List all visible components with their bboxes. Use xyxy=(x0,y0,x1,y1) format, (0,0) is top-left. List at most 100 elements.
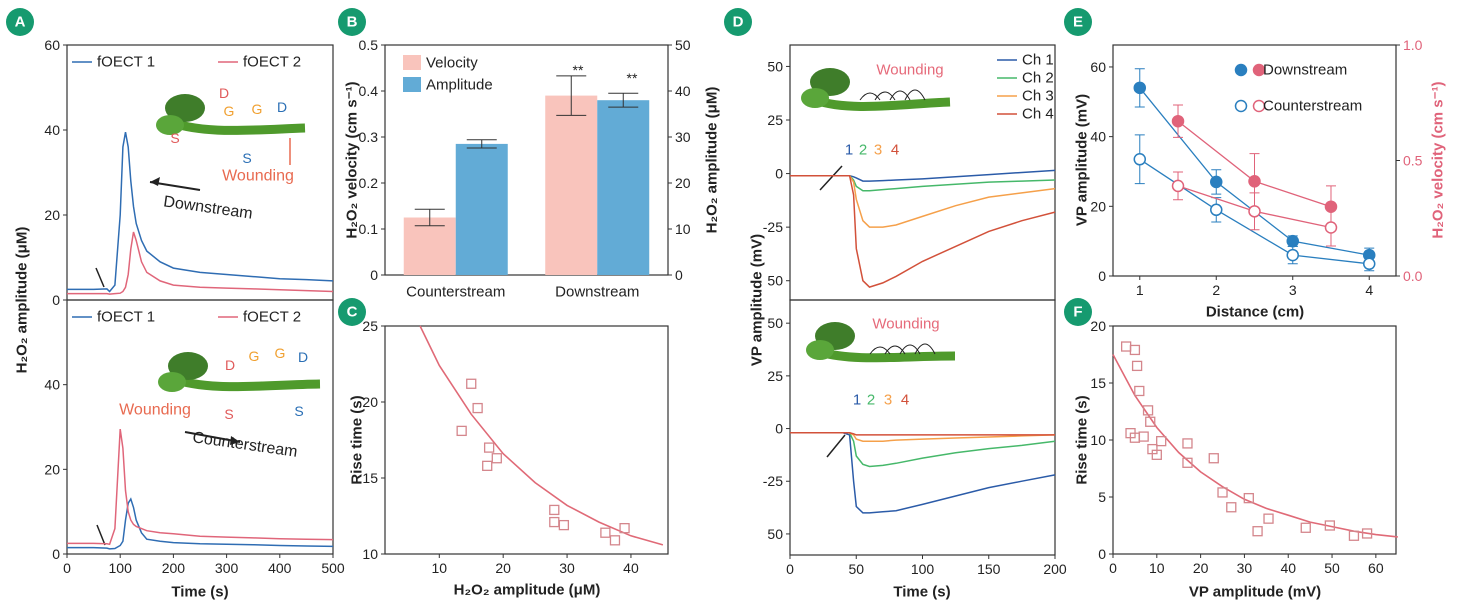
point xyxy=(1348,530,1360,541)
leaf xyxy=(165,94,205,122)
y2-tick-label: 10 xyxy=(675,221,691,237)
annotation: ** xyxy=(573,62,584,78)
y-tick-label: 40 xyxy=(1090,129,1106,145)
panel-badge xyxy=(724,8,752,36)
wave xyxy=(859,89,926,101)
leaf xyxy=(158,372,186,392)
x-tick-label: 300 xyxy=(215,560,239,576)
illustrations xyxy=(95,68,956,546)
point xyxy=(619,523,630,534)
annotation: 1 xyxy=(845,142,853,159)
y-tick-label: 25 xyxy=(362,318,378,334)
panel-badge xyxy=(338,8,366,36)
panel-letter: D xyxy=(733,14,744,31)
point xyxy=(1210,175,1223,189)
x-tick-label: 30 xyxy=(1237,560,1253,576)
point xyxy=(1182,457,1193,468)
y-axis-label: Rise time (s) xyxy=(349,395,366,484)
x-tick-label: 50 xyxy=(1324,560,1340,576)
y2-axis-label: H₂O₂ velocity (cm s⁻¹) xyxy=(1430,81,1447,238)
point xyxy=(482,460,493,471)
data-line xyxy=(790,174,1056,288)
annotation: ** xyxy=(627,70,638,86)
panel-letter: C xyxy=(347,304,358,321)
x-tick-label: Downstream xyxy=(555,284,639,301)
x-tick-label: 2 xyxy=(1212,282,1220,298)
legend-label: Ch 1 xyxy=(1022,52,1054,69)
point xyxy=(1248,205,1261,218)
point xyxy=(1286,234,1299,248)
annotation: D xyxy=(225,357,235,373)
annotation: Wounding xyxy=(119,402,191,419)
arrow-head xyxy=(230,436,240,445)
annotation: 3 xyxy=(874,142,882,159)
point xyxy=(549,504,560,516)
x-tick-label: 0 xyxy=(786,561,794,577)
legend-label: fOECT 2 xyxy=(243,309,301,326)
error-bar xyxy=(414,208,445,227)
point xyxy=(1217,487,1228,498)
bar xyxy=(403,217,456,275)
point xyxy=(1156,435,1167,447)
data-line xyxy=(790,432,1055,436)
x-tick-label: 20 xyxy=(495,560,511,576)
y-tick-label: 0.3 xyxy=(359,129,379,145)
point xyxy=(1300,522,1311,533)
point xyxy=(1263,513,1274,524)
arrow xyxy=(819,165,843,191)
x-tick-label: 40 xyxy=(1280,560,1296,576)
y2-tick-label: 0 xyxy=(675,267,683,283)
legend-label: Counterstream xyxy=(1263,98,1362,115)
annotation: G xyxy=(224,103,235,119)
y-tick-label: 0 xyxy=(1098,268,1106,284)
y-tick-label: 0 xyxy=(1098,546,1106,562)
annotation: G xyxy=(249,348,260,364)
annotation: D xyxy=(298,349,308,365)
y-tick-label: 15 xyxy=(1090,375,1106,391)
y2-tick-label: 0.0 xyxy=(1403,268,1423,284)
x-tick-label: 10 xyxy=(1149,560,1165,576)
error-bar xyxy=(466,139,497,149)
y-tick-label: 0 xyxy=(775,166,783,182)
point xyxy=(1171,179,1185,193)
plot-frame xyxy=(384,44,669,276)
annotation: D xyxy=(219,85,229,101)
legend-label: Velocity xyxy=(426,55,478,72)
annotation: S xyxy=(294,403,303,419)
panel-letter: B xyxy=(347,14,358,31)
annotation: S xyxy=(170,130,179,146)
point xyxy=(483,442,495,453)
x-tick-label: Counterstream xyxy=(406,284,505,301)
y-tick-label: 15 xyxy=(362,470,378,486)
panel-badge xyxy=(338,298,366,326)
x-tick-label: 3 xyxy=(1289,282,1297,298)
y2-tick-label: 50 xyxy=(675,37,691,53)
x-tick-label: 30 xyxy=(559,560,575,576)
x-tick-label: 4 xyxy=(1365,282,1373,298)
legend-label: Amplitude xyxy=(426,77,493,94)
x-tick-label: 0 xyxy=(63,560,71,576)
point xyxy=(1134,385,1145,397)
legend-label: Downstream xyxy=(1263,62,1347,79)
point xyxy=(472,402,483,414)
legend-label: fOECT 1 xyxy=(97,54,155,71)
point xyxy=(491,453,502,464)
y-tick-label: 25 xyxy=(767,368,783,384)
legend-label: fOECT 1 xyxy=(97,309,155,326)
legend-label: Ch 2 xyxy=(1022,70,1054,87)
y-tick-label: 0 xyxy=(370,267,378,283)
y-tick-label: 20 xyxy=(1090,198,1106,214)
y-axis-label: VP amplitude (mV) xyxy=(1074,94,1091,226)
fit-line xyxy=(1112,354,1398,538)
y-tick-label: -25 xyxy=(763,219,783,235)
legend-marker xyxy=(1252,99,1266,113)
panel-letter: E xyxy=(1073,14,1083,31)
annotation: Wounding xyxy=(872,316,939,333)
annotation: 1 xyxy=(853,392,861,409)
x-tick-label: 0 xyxy=(1109,560,1117,576)
arrow xyxy=(96,524,106,546)
bar xyxy=(597,100,650,275)
y2-axis-label: H₂O₂ amplitude (μM) xyxy=(704,87,721,234)
legend-marker xyxy=(1234,99,1248,113)
error-bar xyxy=(608,92,639,108)
